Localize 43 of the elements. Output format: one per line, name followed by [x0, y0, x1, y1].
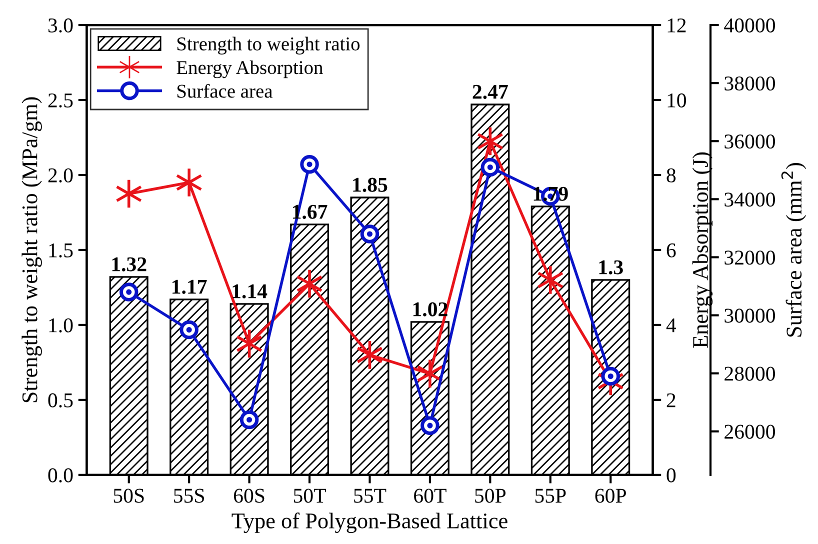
data-label: 1.32 — [112, 257, 146, 272]
y3-tick-label: 30000 — [724, 308, 775, 323]
y-tick-label: 0.0 — [48, 468, 73, 482]
data-label: 1.14 — [232, 284, 268, 298]
x-tick-label: 50T — [294, 488, 326, 503]
y-tick-label: 0.5 — [48, 393, 73, 408]
data-label: 2.47 — [472, 84, 508, 99]
y3-tick-label: 26000 — [724, 424, 775, 439]
x-tick-label: 55S — [174, 488, 204, 503]
y2-tick-label: 0 — [666, 468, 676, 482]
x-tick-label: 55P — [535, 488, 566, 503]
y-tick-label: 1.5 — [49, 243, 73, 258]
y2-tick-label: 2 — [666, 393, 676, 408]
y3-tick-label: 34000 — [724, 192, 775, 207]
y2-tick-label: 8 — [666, 168, 676, 182]
y2-tick-label: 12 — [668, 18, 686, 32]
x-tick-label: 50S — [114, 488, 144, 503]
legend-label: Surface area — [177, 84, 272, 98]
legend-label: Energy Absorption — [176, 60, 323, 78]
x-tick-label: 55T — [354, 488, 386, 503]
y2-tick-label: 10 — [668, 93, 686, 108]
y3-tick-label: 36000 — [724, 134, 775, 149]
y3-tick-label: 40000 — [724, 18, 775, 32]
y3-tick-label: 38000 — [724, 76, 775, 91]
data-label: 1.85 — [353, 178, 388, 192]
data-label: 1.3 — [599, 260, 623, 274]
y-axis-title: Strength to weight ratio (MPa/gm) — [22, 97, 42, 402]
x-tick-label: 60T — [414, 488, 446, 503]
y-tick-label: 1.0 — [49, 318, 73, 332]
y3-tick-label: 28000 — [724, 366, 775, 381]
y2-tick-label: 6 — [666, 243, 676, 258]
x-tick-label: 60S — [234, 488, 264, 503]
data-label: 1.17 — [172, 280, 207, 294]
legend-label: Strength to weight ratio — [177, 36, 360, 54]
x-axis-title: Type of Polygon-Based Lattice — [232, 512, 508, 533]
x-tick-label: 50P — [475, 488, 506, 503]
y-tick-label: 3.0 — [48, 18, 73, 33]
y-tick-label: 2.0 — [48, 168, 73, 183]
x-tick-label: 60P — [595, 488, 626, 503]
y3-tick-label: 32000 — [724, 250, 775, 265]
y3-axis-title: Surface area (mm$^{2}$) — [781, 163, 806, 337]
y-tick-label: 2.5 — [48, 93, 73, 108]
y2-tick-label: 4 — [666, 318, 676, 332]
